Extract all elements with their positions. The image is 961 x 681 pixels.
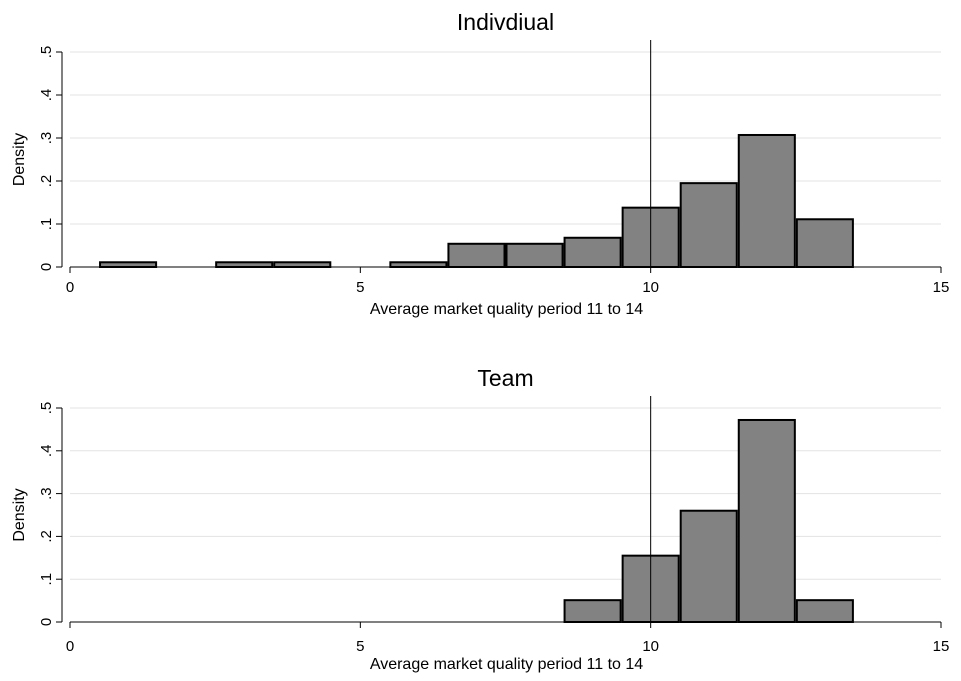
x-tick-label: 15 <box>933 638 950 655</box>
panel-individual: 0 5 10 15 0 .1 .2 .3 .4 .5 Average market quality … <box>11 9 949 318</box>
y-axis-label: Density <box>11 133 28 186</box>
histogram-bar <box>737 133 796 268</box>
histogram-bar <box>447 242 506 268</box>
y-tick-label: .5 <box>38 46 55 59</box>
histogram-bar <box>737 418 796 624</box>
x-axis-label: Average market quality period 11 to 14 <box>370 656 643 673</box>
x-tick-label: 5 <box>356 638 364 655</box>
chart-title: Team <box>477 365 533 391</box>
y-tick-label: .1 <box>38 218 55 231</box>
y-tick-label: .3 <box>38 487 55 500</box>
histogram-bar <box>795 599 854 623</box>
y-tick-label: .2 <box>38 175 55 188</box>
y-tick-label: 0 <box>38 263 55 271</box>
y-tick-label: .1 <box>38 573 55 586</box>
y-axis-label: Density <box>11 488 28 541</box>
y-tick-label: .4 <box>38 445 55 458</box>
x-axis-label: Average market quality period 11 to 14 <box>370 301 643 318</box>
histogram-bar <box>679 509 738 623</box>
histogram-bar <box>389 261 448 268</box>
histogram-bar <box>505 242 564 268</box>
x-tick-label: 10 <box>642 638 659 655</box>
x-tick-label: 5 <box>356 279 364 296</box>
x-tick-label: 0 <box>66 638 74 655</box>
histogram-bar <box>215 261 274 268</box>
x-tick-label: 0 <box>66 279 74 296</box>
histogram-bar <box>273 261 332 268</box>
histogram-bar <box>679 182 738 268</box>
y-tick-label: .4 <box>38 89 55 102</box>
histogram-bar <box>795 218 854 269</box>
y-tick-label: .3 <box>38 132 55 145</box>
y-tick-label: .5 <box>38 402 55 415</box>
histogram-bar <box>563 599 622 623</box>
x-tick-label: 10 <box>642 279 659 296</box>
y-tick-label: 0 <box>38 618 55 626</box>
histogram-bar <box>99 261 158 268</box>
histogram-bar <box>563 236 622 268</box>
chart-title: Indivdiual <box>457 9 554 35</box>
panel-team: 0 5 10 15 0 .1 .2 .3 .4 .5 Average market quality … <box>11 365 949 673</box>
x-tick-label: 15 <box>933 279 950 296</box>
y-tick-label: .2 <box>38 530 55 543</box>
